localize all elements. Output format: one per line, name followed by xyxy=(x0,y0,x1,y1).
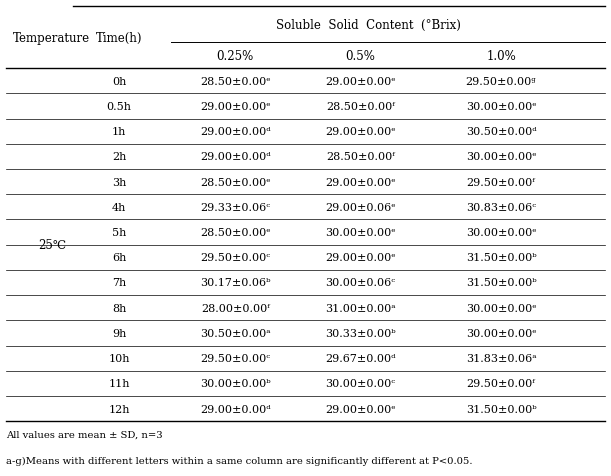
Text: 29.00±0.00ᵉ: 29.00±0.00ᵉ xyxy=(325,127,396,137)
Text: 2h: 2h xyxy=(112,152,126,162)
Text: 31.50±0.00ᵇ: 31.50±0.00ᵇ xyxy=(466,278,536,288)
Text: 28.50±0.00ᵉ: 28.50±0.00ᵉ xyxy=(200,228,271,238)
Text: 29.00±0.06ᵉ: 29.00±0.06ᵉ xyxy=(325,202,396,212)
Text: 5h: 5h xyxy=(112,228,126,238)
Text: 4h: 4h xyxy=(112,202,126,212)
Text: 30.00±0.00ᵉ: 30.00±0.00ᵉ xyxy=(466,102,536,112)
Text: 12h: 12h xyxy=(108,404,130,414)
Text: 29.67±0.00ᵈ: 29.67±0.00ᵈ xyxy=(325,353,396,363)
Text: 29.50±0.00ᶜ: 29.50±0.00ᶜ xyxy=(200,253,270,263)
Text: 30.00±0.06ᶜ: 30.00±0.06ᶜ xyxy=(326,278,395,288)
Text: 30.00±0.00ᶜ: 30.00±0.00ᶜ xyxy=(326,378,395,388)
Text: 29.50±0.00ᵍ: 29.50±0.00ᵍ xyxy=(466,77,536,87)
Text: 30.50±0.00ᵈ: 30.50±0.00ᵈ xyxy=(466,127,536,137)
Text: 6h: 6h xyxy=(112,253,126,263)
Text: 28.50±0.00ᶠ: 28.50±0.00ᶠ xyxy=(326,152,395,162)
Text: 29.00±0.00ᵉ: 29.00±0.00ᵉ xyxy=(325,253,396,263)
Text: 31.50±0.00ᵇ: 31.50±0.00ᵇ xyxy=(466,404,536,414)
Text: 29.50±0.00ᶜ: 29.50±0.00ᶜ xyxy=(200,353,270,363)
Text: 28.00±0.00ᶠ: 28.00±0.00ᶠ xyxy=(201,303,269,313)
Text: 31.00±0.00ᵃ: 31.00±0.00ᵃ xyxy=(325,303,396,313)
Text: Soluble  Solid  Content  (°Brix): Soluble Solid Content (°Brix) xyxy=(276,19,461,31)
Text: 30.33±0.00ᵇ: 30.33±0.00ᵇ xyxy=(325,328,396,338)
Text: 30.00±0.00ᵉ: 30.00±0.00ᵉ xyxy=(325,228,396,238)
Text: 25℃: 25℃ xyxy=(38,238,66,252)
Text: Temperature: Temperature xyxy=(13,31,90,45)
Text: 29.00±0.00ᵉ: 29.00±0.00ᵉ xyxy=(325,77,396,87)
Text: 28.50±0.00ᵉ: 28.50±0.00ᵉ xyxy=(200,77,271,87)
Text: 29.50±0.00ᶠ: 29.50±0.00ᶠ xyxy=(467,378,535,388)
Text: 0.5%: 0.5% xyxy=(346,50,375,62)
Text: 11h: 11h xyxy=(108,378,130,388)
Text: 29.00±0.00ᵈ: 29.00±0.00ᵈ xyxy=(200,404,271,414)
Text: 29.00±0.00ᵈ: 29.00±0.00ᵈ xyxy=(200,152,271,162)
Text: 0h: 0h xyxy=(112,77,126,87)
Text: 30.17±0.06ᵇ: 30.17±0.06ᵇ xyxy=(200,278,271,288)
Text: 29.00±0.00ᵉ: 29.00±0.00ᵉ xyxy=(325,177,396,187)
Text: 30.83±0.06ᶜ: 30.83±0.06ᶜ xyxy=(466,202,536,212)
Text: 1h: 1h xyxy=(112,127,126,137)
Text: 28.50±0.00ᶠ: 28.50±0.00ᶠ xyxy=(326,102,395,112)
Text: 30.00±0.00ᵉ: 30.00±0.00ᵉ xyxy=(466,328,536,338)
Text: 28.50±0.00ᵉ: 28.50±0.00ᵉ xyxy=(200,177,271,187)
Text: 30.00±0.00ᵉ: 30.00±0.00ᵉ xyxy=(466,152,536,162)
Text: Time(h): Time(h) xyxy=(96,31,142,45)
Text: All values are mean ± SD, n=3: All values are mean ± SD, n=3 xyxy=(6,430,163,439)
Text: 29.00±0.00ᵉ: 29.00±0.00ᵉ xyxy=(200,102,271,112)
Text: 0.5h: 0.5h xyxy=(107,102,131,112)
Text: 29.00±0.00ᵉ: 29.00±0.00ᵉ xyxy=(325,404,396,414)
Text: 31.83±0.06ᵃ: 31.83±0.06ᵃ xyxy=(466,353,536,363)
Text: 29.50±0.00ᶠ: 29.50±0.00ᶠ xyxy=(467,177,535,187)
Text: 29.00±0.00ᵈ: 29.00±0.00ᵈ xyxy=(200,127,271,137)
Text: 30.00±0.00ᵉ: 30.00±0.00ᵉ xyxy=(466,303,536,313)
Text: 8h: 8h xyxy=(112,303,126,313)
Text: a-g)Means with different letters within a same column are significantly differen: a-g)Means with different letters within … xyxy=(6,456,473,465)
Text: 30.00±0.00ᵇ: 30.00±0.00ᵇ xyxy=(200,378,271,388)
Text: 10h: 10h xyxy=(108,353,130,363)
Text: 31.50±0.00ᵇ: 31.50±0.00ᵇ xyxy=(466,253,536,263)
Text: 30.00±0.00ᵉ: 30.00±0.00ᵉ xyxy=(466,228,536,238)
Text: 0.25%: 0.25% xyxy=(217,50,254,62)
Text: 29.33±0.06ᶜ: 29.33±0.06ᶜ xyxy=(200,202,270,212)
Text: 3h: 3h xyxy=(112,177,126,187)
Text: 1.0%: 1.0% xyxy=(486,50,516,62)
Text: 30.50±0.00ᵃ: 30.50±0.00ᵃ xyxy=(200,328,271,338)
Text: 7h: 7h xyxy=(112,278,126,288)
Text: 9h: 9h xyxy=(112,328,126,338)
